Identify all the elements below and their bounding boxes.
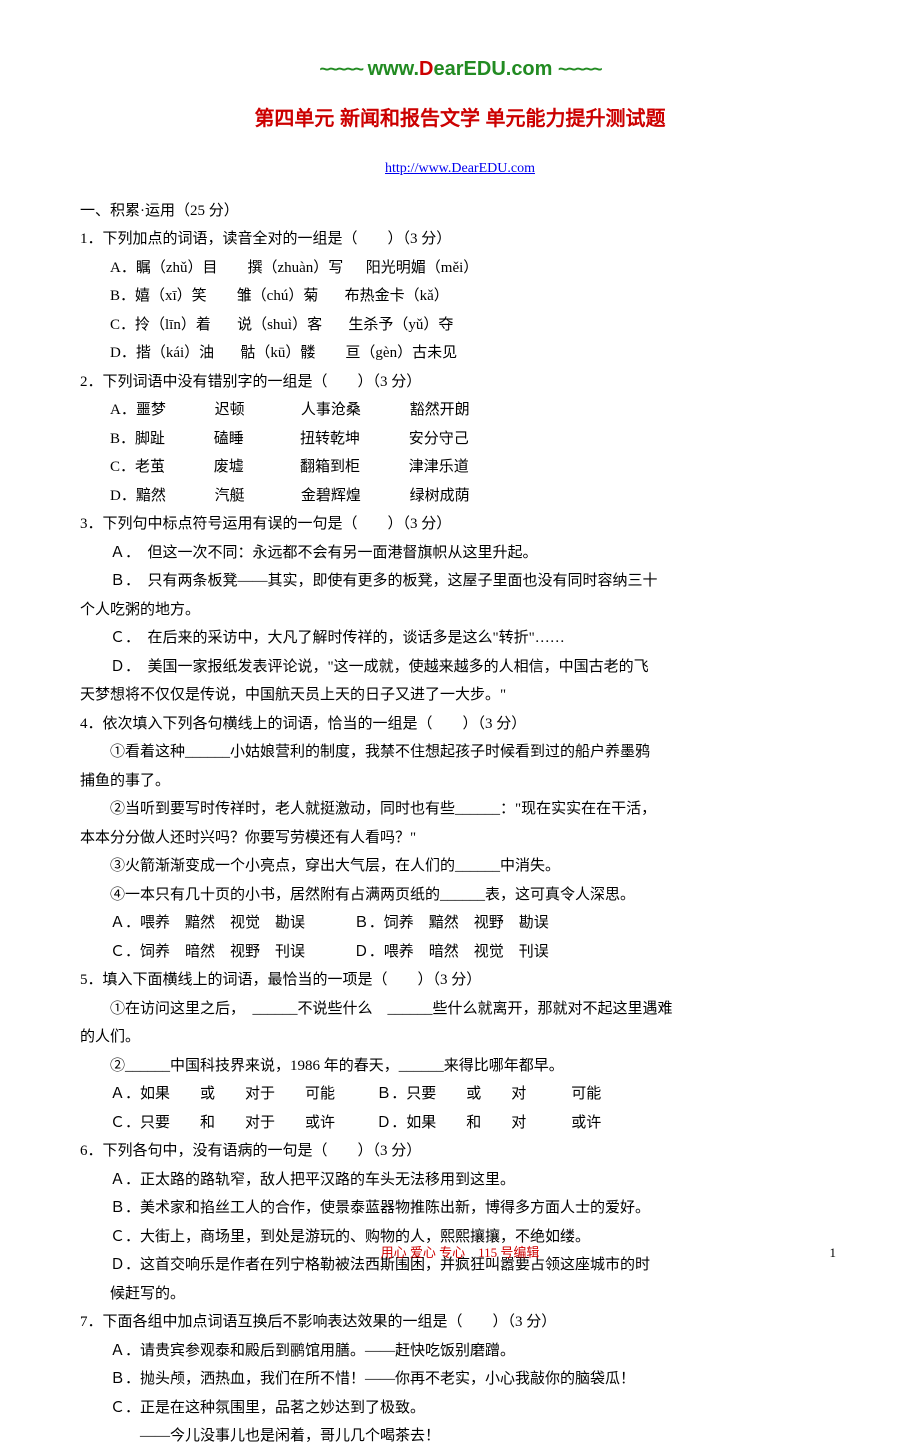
q6-opt-b: Ｂ．美术家和掐丝工人的合作，使景泰蓝器物推陈出新，博得多方面人士的爱好。 [80,1194,840,1223]
q7-opt-c1: Ｃ．正是在这种氛围里，品茗之妙达到了极致。 [80,1394,840,1423]
q4-stem: 4．依次填入下列各句横线上的词语，恰当的一组是（ ）（3 分） [80,710,840,739]
q3-opt-d2: 天梦想将不仅仅是传说，中国航天员上天的日子又进了一大步。" [80,681,840,710]
q2-opt-d: D．黯然 汽艇 金碧辉煌 绿树成荫 [80,482,840,511]
q4-opt-ab: Ａ．喂养 黯然 视觉 勘误 Ｂ．饲养 黯然 视野 勘误 [80,909,840,938]
q6-stem: 6．下列各句中，没有语病的一句是（ ）（3 分） [80,1137,840,1166]
q3-opt-a: Ａ． 但这一次不同：永远都不会有另一面港督旗帜从这里升起。 [80,539,840,568]
q1-opt-a: A．瞩（zhǔ）目 撰（zhuàn）写 阳光明媚（měi） [80,254,840,283]
q4-s4: ④一本只有几十页的小书，居然附有占满两页纸的______表，这可真令人深思。 [80,881,840,910]
q4-opt-cd: Ｃ．饲养 暗然 视野 刊误 Ｄ．喂养 暗然 视觉 刊误 [80,938,840,967]
source-link[interactable]: http://www.DearEDU.com [385,161,535,176]
q2-opt-c: C．老茧 废墟 翻箱到柜 津津乐道 [80,453,840,482]
q4-s1b: 捕鱼的事了。 [80,767,840,796]
q1-opt-b: B．嬉（xī）笑 雏（chú）菊 布热金卡（kǎ） [80,282,840,311]
q5-stem: 5．填入下面横线上的词语，最恰当的一项是（ ）（3 分） [80,966,840,995]
q5-s1b: 的人们。 [80,1023,840,1052]
q5-opt-cd: Ｃ．只要 和 对于 或许 Ｄ．如果 和 对 或许 [80,1109,840,1138]
q2-opt-b: B．脚趾 磕睡 扭转乾坤 安分守己 [80,425,840,454]
section1-title: 一、积累·运用（25 分） [80,197,840,226]
header-logo: ~~~~~ www.DearEDU.com ~~~~~ [80,50,840,88]
page-number: 1 [830,1241,837,1266]
q3-opt-b1: Ｂ． 只有两条板凳——其实，即使有更多的板凳，这屋子里面也没有同时容纳三十 [80,567,840,596]
q1-opt-d: D．揩（kái）油 骷（kū）髅 亘（gèn）古未见 [80,339,840,368]
q1-stem: 1．下列加点的词语，读音全对的一组是（ ）（3 分） [80,225,840,254]
header-url: www.DearEDU.com [368,58,553,80]
q3-stem: 3．下列句中标点符号运用有误的一句是（ ）（3 分） [80,510,840,539]
q3-opt-d1: Ｄ． 美国一家报纸发表评论说，"这一成就，使越来越多的人相信，中国古老的飞 [80,653,840,682]
page-footer: 用心 爱心 专心 115 号编辑 1 [0,1241,920,1266]
wave-left: ~~~~~ [319,59,362,79]
q7-opt-b: Ｂ．抛头颅，洒热血，我们在所不惜！——你再不老实，小心我敲你的脑袋瓜！ [80,1365,840,1394]
footer-text: 用心 爱心 专心 115 号编辑 [381,1245,540,1260]
page-title: 第四单元 新闻和报告文学 单元能力提升测试题 [80,100,840,138]
q4-s1a: ①看着这种______小姑娘营利的制度，我禁不住想起孩子时候看到过的船户养墨鸦 [80,738,840,767]
link-line: http://www.DearEDU.com [80,154,840,183]
q7-opt-c2: ——今儿没事儿也是闲着，哥儿几个喝茶去！ [80,1422,840,1451]
wave-right: ~~~~~ [558,59,601,79]
q6-opt-d2: 候赶写的。 [80,1280,840,1309]
q7-stem: 7．下面各组中加点词语互换后不影响表达效果的一组是（ ）（3 分） [80,1308,840,1337]
q7-opt-a: Ａ．请贵宾参观泰和殿后到鹂馆用膳。——赶快吃饭别磨蹭。 [80,1337,840,1366]
q1-opt-c: C．拎（līn）着 说（shuì）客 生杀予（yǔ）夺 [80,311,840,340]
q6-opt-a: Ａ．正太路的路轨窄，敌人把平汉路的车头无法移用到这里。 [80,1166,840,1195]
q4-s2a: ②当听到要写时传祥时，老人就挺激动，同时也有些______："现在实实在在干活， [80,795,840,824]
q3-opt-b2: 个人吃粥的地方。 [80,596,840,625]
q4-s3: ③火箭渐渐变成一个小亮点，穿出大气层，在人们的______中消失。 [80,852,840,881]
q4-s2b: 本本分分做人还时兴吗？你要写劳模还有人看吗？" [80,824,840,853]
q5-s2: ②______中国科技界来说，1986 年的春天，______来得比哪年都早。 [80,1052,840,1081]
q2-opt-a: A．噩梦 迟顿 人事沧桑 豁然开朗 [80,396,840,425]
q5-s1a: ①在访问这里之后， ______不说些什么 ______些什么就离开，那就对不起… [80,995,840,1024]
q2-stem: 2．下列词语中没有错别字的一组是（ ）（3 分） [80,368,840,397]
q5-opt-ab: Ａ．如果 或 对于 可能 Ｂ．只要 或 对 可能 [80,1080,840,1109]
q3-opt-c: Ｃ． 在后来的采访中，大凡了解时传祥的，谈话多是这么"转折"…… [80,624,840,653]
